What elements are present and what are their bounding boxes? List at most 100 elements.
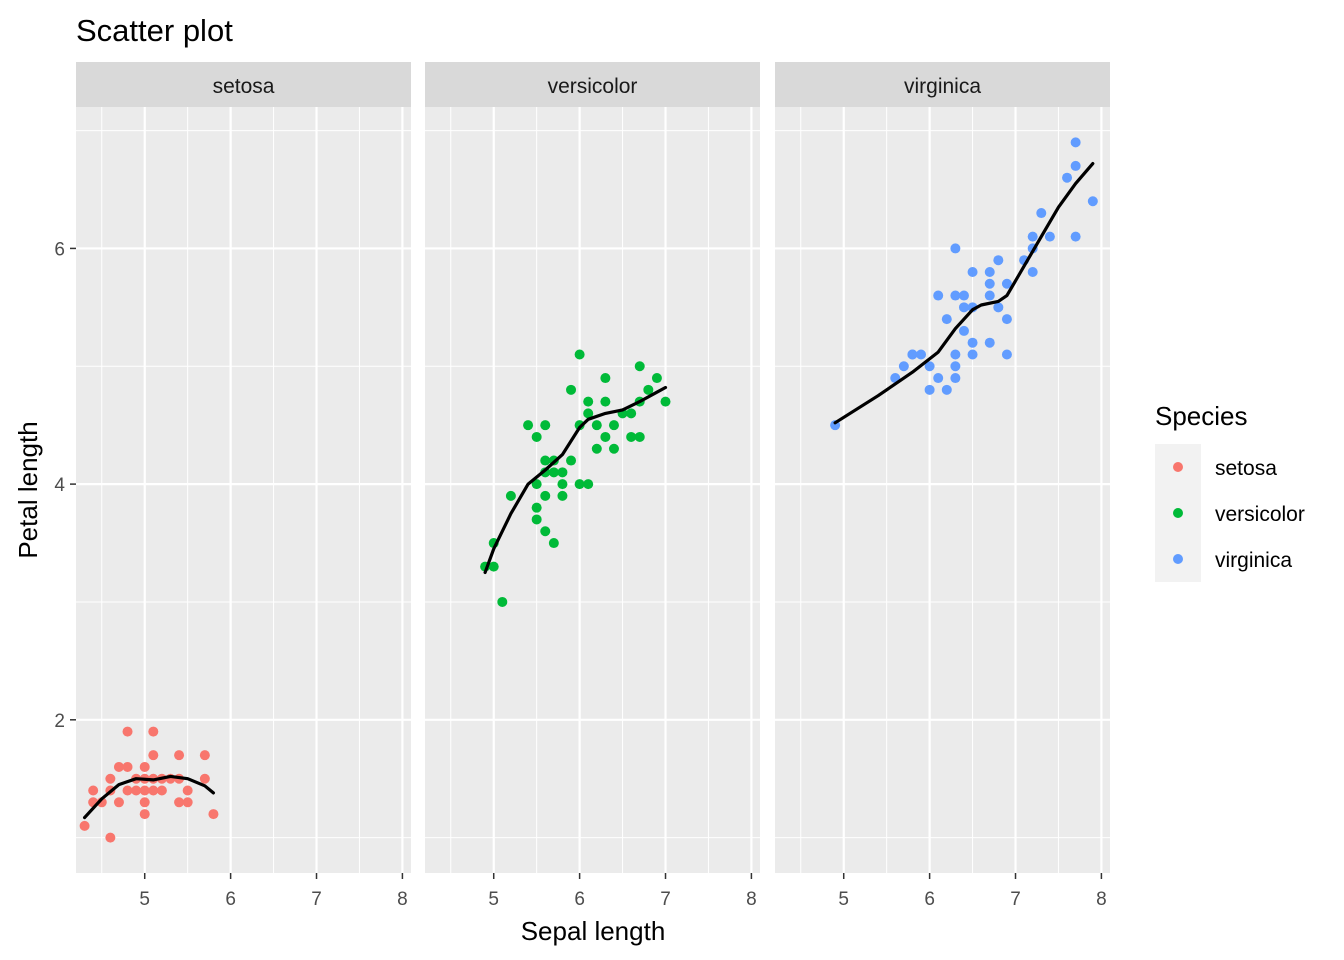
data-point-setosa — [113, 797, 124, 808]
x-tick-label: 6 — [574, 889, 585, 910]
data-point-setosa — [139, 761, 150, 772]
data-point-setosa — [182, 797, 193, 808]
legend-title: Species — [1155, 401, 1248, 431]
data-point-versicolor — [574, 349, 585, 360]
data-point-setosa — [105, 773, 116, 784]
data-point-virginica — [1001, 278, 1012, 289]
data-point-versicolor — [591, 443, 602, 454]
data-point-versicolor — [574, 420, 585, 431]
data-point-versicolor — [608, 443, 619, 454]
smooth-line-setosa — [83, 774, 215, 820]
data-point-virginica — [967, 337, 978, 348]
data-point-setosa — [199, 750, 210, 761]
data-point-versicolor — [566, 455, 577, 466]
data-point-virginica — [967, 349, 978, 360]
data-point-versicolor — [540, 490, 551, 501]
y-tick-label: 4 — [54, 475, 65, 496]
data-point-setosa — [131, 785, 142, 796]
data-point-setosa — [208, 809, 219, 820]
legend-label-virginica: virginica — [1215, 549, 1292, 572]
data-point-versicolor — [540, 526, 551, 537]
x-tick-label: 8 — [397, 889, 408, 910]
data-point-versicolor — [583, 396, 594, 407]
legend-key-versicolor — [1173, 508, 1183, 518]
data-point-virginica — [1087, 196, 1098, 207]
data-point-virginica — [916, 349, 927, 360]
data-point-versicolor — [548, 538, 559, 549]
data-point-versicolor — [497, 596, 508, 607]
data-point-virginica — [993, 302, 1004, 313]
data-point-virginica — [924, 384, 935, 395]
data-point-virginica — [958, 302, 969, 313]
data-point-versicolor — [540, 455, 551, 466]
data-point-versicolor — [540, 420, 551, 431]
smooth-line-virginica — [833, 162, 1095, 425]
data-point-setosa — [122, 761, 133, 772]
data-point-versicolor — [523, 420, 534, 431]
x-tick-label: 5 — [139, 889, 150, 910]
data-point-versicolor — [591, 420, 602, 431]
x-tick-label: 7 — [660, 889, 671, 910]
data-point-versicolor — [626, 408, 637, 419]
data-point-versicolor — [574, 479, 585, 490]
x-axis-title: Sepal length — [521, 916, 666, 946]
legend-key-setosa — [1173, 462, 1183, 472]
data-point-setosa — [139, 797, 150, 808]
facet-strip-label: virginica — [904, 75, 981, 98]
data-point-versicolor — [557, 490, 568, 501]
data-point-versicolor — [531, 479, 542, 490]
data-point-setosa — [113, 761, 124, 772]
data-point-virginica — [950, 243, 961, 254]
facet-strip-versicolor — [425, 62, 760, 107]
facet-panel-setosa: setosa 5 6 7 8 — [76, 62, 411, 910]
data-point-virginica — [933, 290, 944, 301]
data-point-virginica — [941, 314, 952, 325]
data-point-virginica — [1070, 137, 1081, 148]
data-point-versicolor — [651, 373, 662, 384]
x-tick-label: 6 — [924, 889, 935, 910]
data-point-versicolor — [608, 420, 619, 431]
data-point-virginica — [984, 337, 995, 348]
facet-panel-virginica: virginica 5 6 7 8 — [775, 62, 1110, 910]
data-point-virginica — [967, 266, 978, 277]
data-point-virginica — [1027, 231, 1038, 242]
panel-background — [76, 107, 411, 873]
legend-key-virginica — [1173, 554, 1183, 564]
legend-label-versicolor: versicolor — [1215, 503, 1305, 526]
data-point-virginica — [941, 384, 952, 395]
y-tick-label: 6 — [54, 239, 65, 260]
data-point-virginica — [950, 361, 961, 372]
data-point-versicolor — [583, 479, 594, 490]
data-point-versicolor — [505, 490, 516, 501]
data-point-versicolor — [548, 467, 559, 478]
data-point-virginica — [1036, 208, 1047, 219]
legend: Species setosa versicolor virginica — [1155, 401, 1305, 582]
smooth-line-versicolor — [483, 385, 668, 575]
chart-title: Scatter plot — [76, 13, 233, 48]
data-point-setosa — [105, 832, 116, 843]
x-tick-label: 8 — [746, 889, 757, 910]
data-point-virginica — [1001, 349, 1012, 360]
data-point-setosa — [122, 726, 133, 737]
facet-panel-versicolor: versicolor 5 6 7 8 — [425, 62, 760, 910]
data-point-versicolor — [557, 467, 568, 478]
data-point-setosa — [148, 785, 159, 796]
data-point-virginica — [993, 255, 1004, 266]
data-point-virginica — [1001, 314, 1012, 325]
data-point-virginica — [984, 278, 995, 289]
data-point-virginica — [984, 290, 995, 301]
data-point-setosa — [182, 785, 193, 796]
data-point-virginica — [924, 361, 935, 372]
data-point-setosa — [88, 785, 99, 796]
data-point-setosa — [139, 785, 150, 796]
data-point-virginica — [958, 325, 969, 336]
data-point-virginica — [1044, 231, 1055, 242]
data-point-versicolor — [600, 373, 611, 384]
panel-background — [775, 107, 1110, 873]
facet-strip-virginica — [775, 62, 1110, 107]
data-point-virginica — [933, 373, 944, 384]
y-axis-title: Petal length — [13, 421, 43, 558]
data-point-versicolor — [531, 431, 542, 442]
data-point-virginica — [950, 290, 961, 301]
y-axis: 2 4 6 — [54, 239, 76, 732]
